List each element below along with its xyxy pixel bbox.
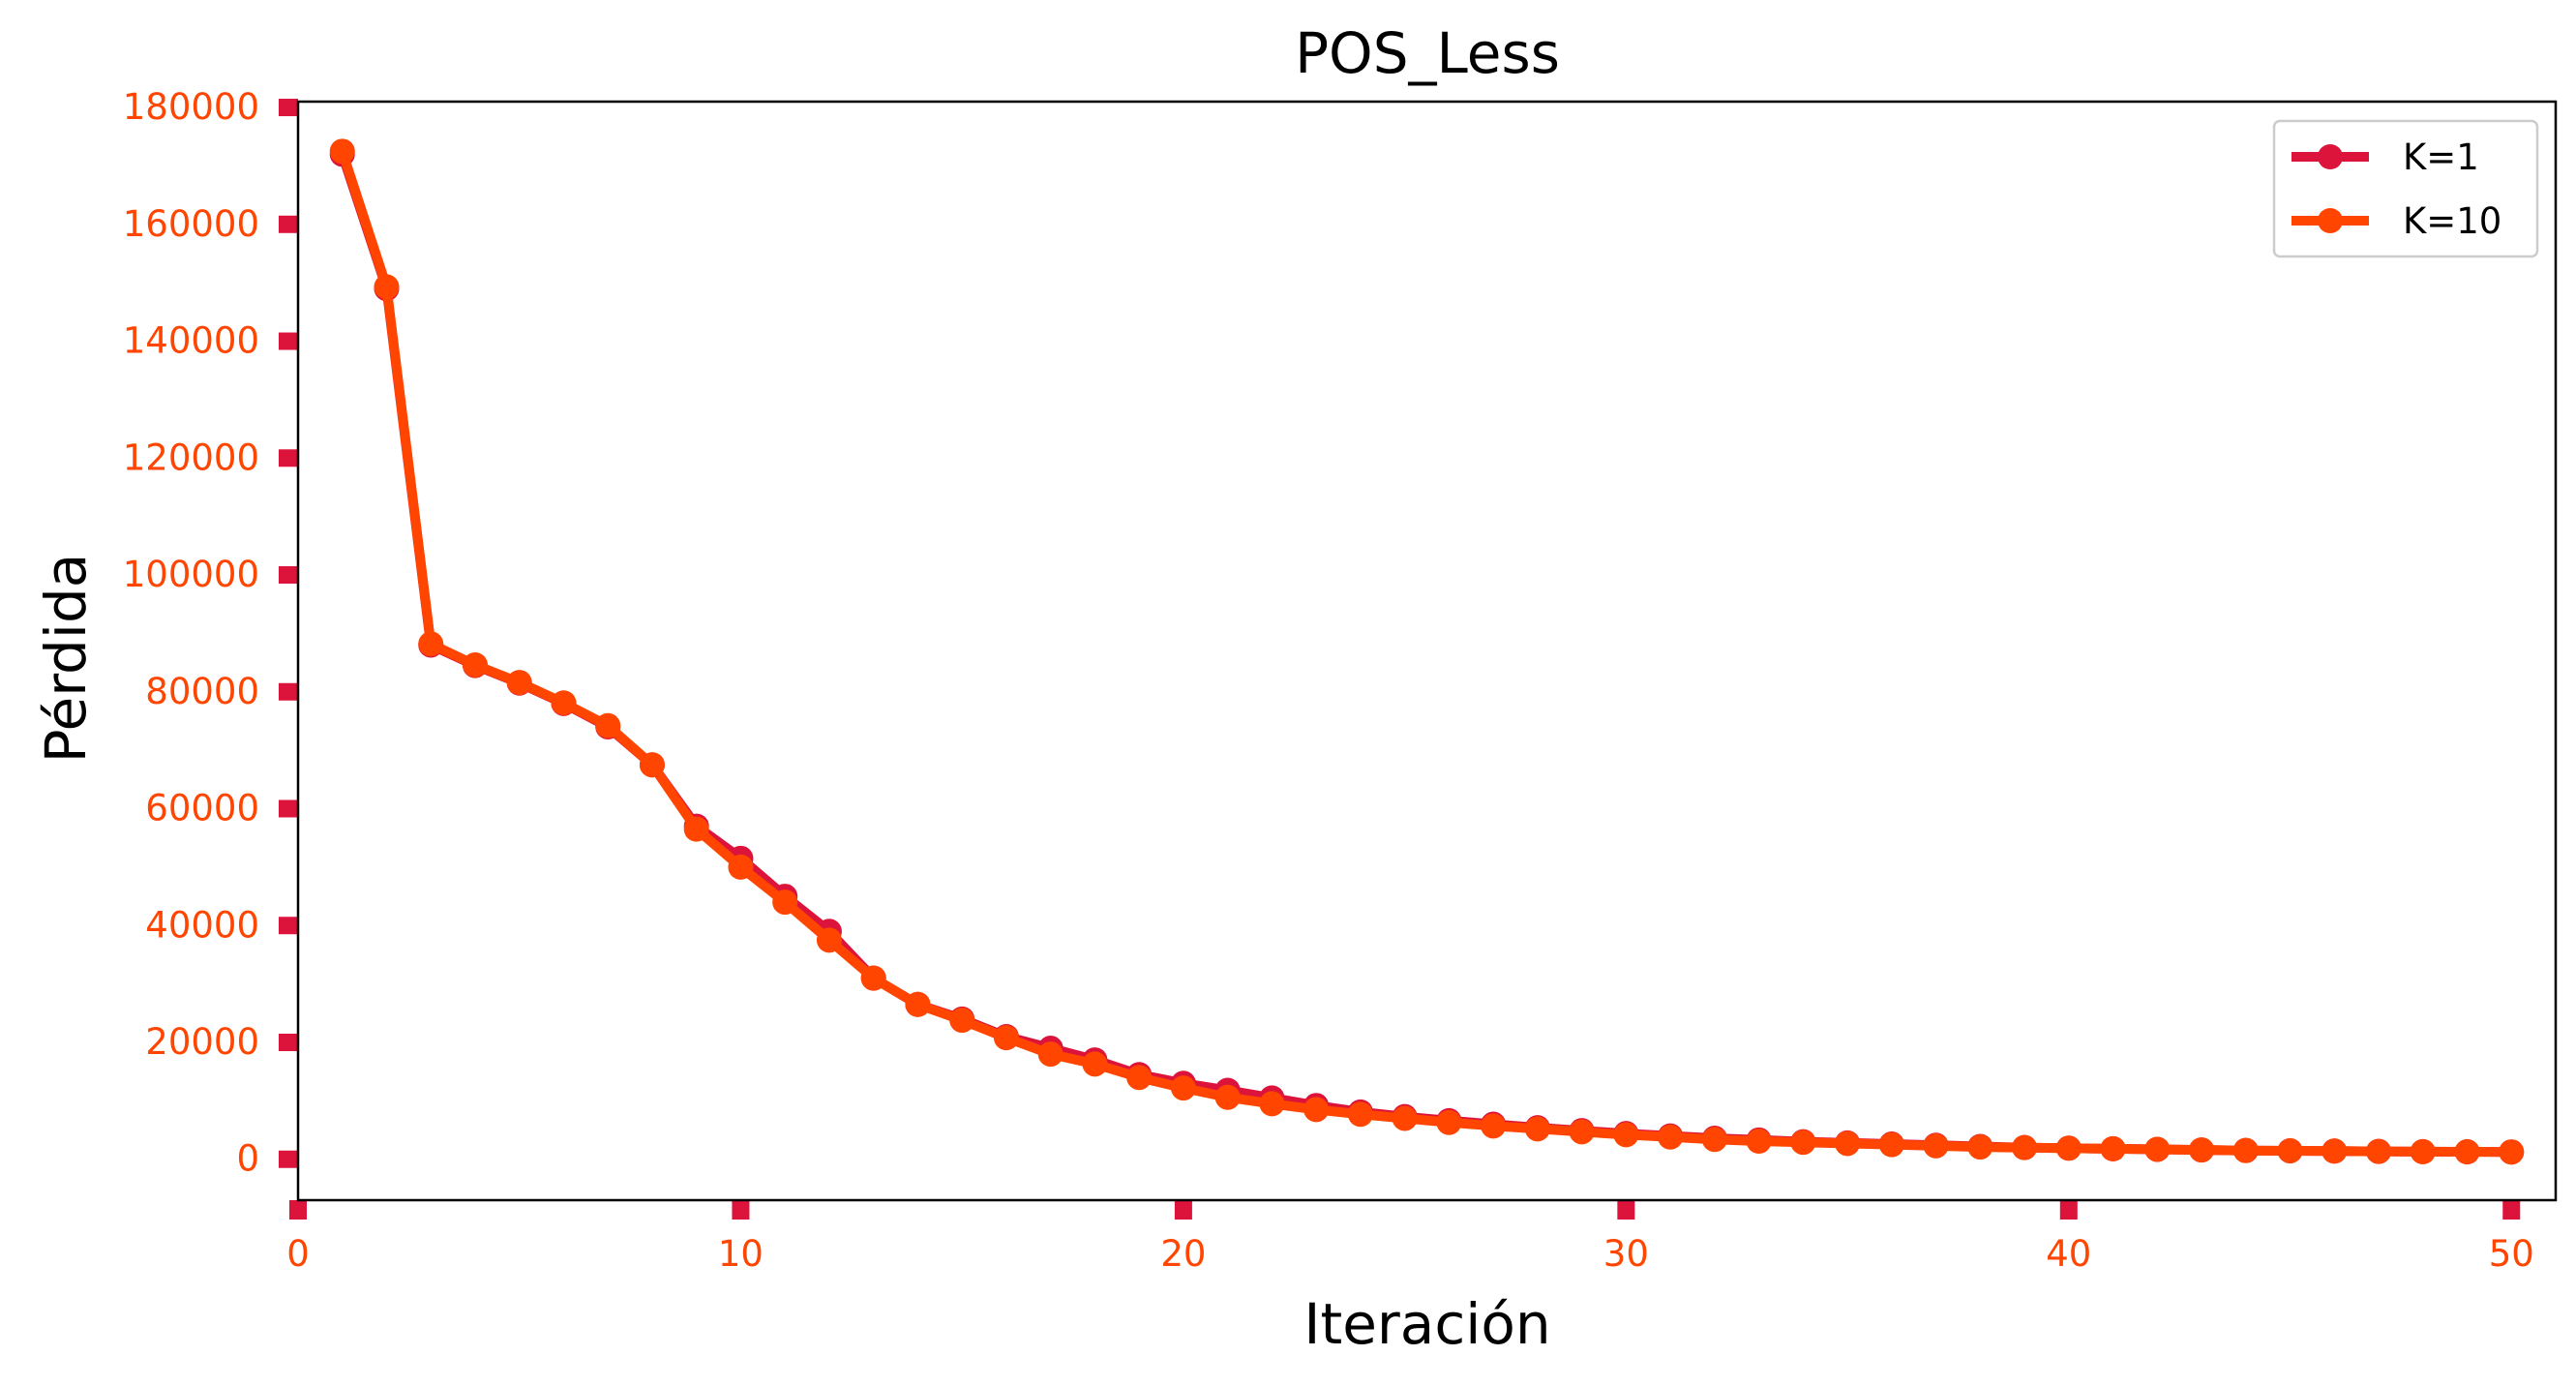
legend: K=1 K=10 [2272,119,2539,258]
data-point [374,274,400,300]
data-point [1082,1051,1108,1077]
data-point [2499,1139,2525,1165]
data-point [1126,1065,1153,1091]
data-point [2012,1134,2038,1160]
data-point [2232,1137,2259,1163]
x-tick-label: 50 [2489,1233,2534,1275]
data-point [1347,1101,1373,1128]
y-tick-mark [279,1150,298,1168]
y-tick-label: 180000 [123,86,259,128]
legend-marker [2318,144,2343,169]
y-tick-label: 80000 [145,671,259,712]
x-tick-mark [1174,1200,1192,1220]
data-point [949,1008,975,1034]
data-point [1878,1131,1904,1158]
data-point [2100,1135,2126,1161]
data-point [551,690,577,716]
data-point [2055,1135,2082,1161]
data-point [728,854,754,880]
data-point [860,965,886,991]
data-point [418,631,444,657]
y-axis-label: Pérdida [33,554,99,764]
x-tick-label: 40 [2046,1233,2091,1275]
y-tick-mark [279,215,298,233]
y-tick-label: 100000 [123,554,259,595]
data-point [1967,1134,1993,1160]
data-point [2321,1138,2348,1164]
data-point [329,138,355,165]
x-tick-label: 0 [286,1233,310,1275]
ticks: 0 20000 40000 60000 80000 100000 120000 140000 1… [123,86,2534,1275]
data-point [1259,1091,1285,1117]
data-point [1436,1109,1462,1135]
data-point [2454,1139,2480,1165]
data-point [1037,1041,1063,1068]
x-tick-mark [2059,1200,2078,1220]
data-point [1524,1116,1550,1142]
data-point [772,889,798,916]
data-point [1790,1130,1816,1156]
data-point [1701,1127,1727,1153]
data-point [1214,1084,1241,1110]
legend-label: K=10 [2403,200,2501,242]
x-tick-mark [2502,1200,2521,1220]
data-point [1746,1129,1772,1155]
legend-label: K=1 [2403,136,2479,178]
x-axis-label: Iteración [1303,1291,1550,1357]
data-point [2144,1136,2171,1162]
chart-title: POS_Less [1295,20,1560,86]
data-point [1303,1097,1330,1123]
y-tick-mark [279,449,298,467]
data-point [1923,1132,1949,1159]
x-tick-label: 20 [1160,1233,1206,1275]
y-tick-mark [279,917,298,935]
data-point [2189,1137,2215,1163]
legend-marker [2318,208,2343,233]
data-point [639,752,665,778]
y-tick-label: 40000 [145,904,259,946]
data-point [993,1025,1019,1051]
y-tick-mark [279,99,298,117]
x-tick-label: 10 [718,1233,764,1275]
y-tick-label: 120000 [123,437,259,478]
plot-frame [296,100,2558,1202]
y-tick-label: 140000 [123,320,259,362]
data-point [2410,1138,2436,1164]
data-point [595,712,621,738]
data-point [816,927,842,953]
data-point [2277,1137,2303,1163]
data-point [1481,1113,1507,1139]
data-point [1658,1124,1684,1150]
series-lines [329,138,2525,1165]
data-point [506,670,532,696]
x-tick-label: 30 [1603,1233,1649,1275]
data-point [1613,1122,1639,1148]
y-tick-mark [279,1033,298,1051]
data-point [1170,1075,1196,1101]
y-tick-label: 160000 [123,203,259,245]
data-point [1569,1119,1595,1145]
y-tick-label: 20000 [145,1021,259,1063]
y-tick-label: 0 [236,1138,259,1180]
data-point [1835,1130,1861,1157]
x-tick-mark [732,1200,750,1220]
data-point [905,991,931,1017]
y-tick-mark [279,682,298,701]
y-tick-mark [279,566,298,585]
data-point [2366,1138,2392,1164]
data-point [462,651,488,678]
x-tick-mark [289,1200,307,1220]
y-tick-label: 60000 [145,788,259,829]
y-tick-mark [279,799,298,818]
y-tick-mark [279,332,298,350]
series-1 [329,138,2525,1165]
x-tick-mark [1617,1200,1635,1220]
data-point [683,816,709,842]
data-point [1392,1105,1418,1131]
